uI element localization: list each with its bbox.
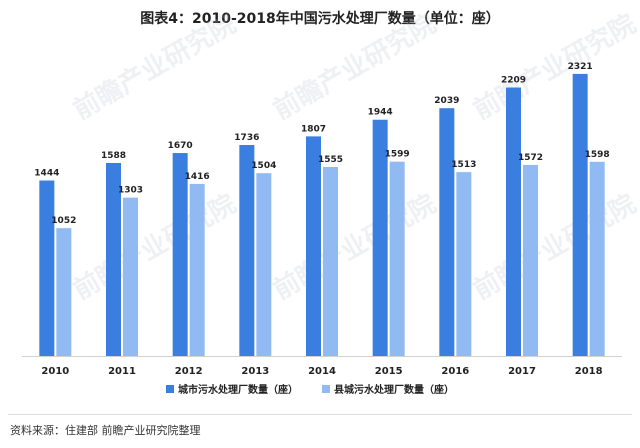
x-tick-label: 2013 [241,366,269,377]
bar-county-2012 [189,183,205,356]
data-label-county-2016: 1513 [451,160,476,170]
x-tick-label: 2012 [175,366,203,377]
data-label-city-2014: 1807 [301,124,326,134]
data-label-county-2013: 1504 [251,161,276,171]
bar-series-group: 1444 1052 2010 1588 1303 2011 1670 1416 2012 1736… [34,62,609,377]
bar-county-2010 [56,228,72,356]
data-label-city-2012: 1670 [168,141,193,151]
data-label-county-2010: 1052 [51,216,76,226]
bar-county-2016 [456,172,472,356]
data-label-city-2018: 2321 [568,62,593,72]
legend-label-county: 县城污水处理厂数量（座） [334,383,454,396]
data-label-city-2013: 1736 [234,133,259,143]
x-tick-label: 2014 [308,366,336,377]
legend-swatch-county [322,385,330,393]
watermark-text: 前瞻产业研究院 [468,188,640,306]
x-tick-label: 2011 [108,366,136,377]
data-label-county-2017: 1572 [518,153,543,163]
data-label-city-2011: 1588 [101,151,126,161]
watermark-text: 前瞻产业研究院 [468,8,640,126]
footer-divider [8,414,632,415]
source-note: 资料来源：住建部 前瞻产业研究院整理 [10,424,201,437]
chart-title: 图表4：2010-2018年中国污水处理厂数量（单位：座） [140,11,500,27]
bar-county-2017 [523,164,538,356]
bar-city-2014 [306,136,321,356]
bar-city-2016 [439,108,455,356]
bar-city-2012 [172,153,188,356]
watermark-text: 前瞻产业研究院 [68,8,241,126]
bar-county-2015 [389,161,405,356]
x-tick-label: 2017 [508,366,536,377]
legend-label-city: 城市污水处理厂数量（座） [178,383,298,396]
data-label-county-2018: 1598 [585,150,610,160]
watermark-text: 前瞻产业研究院 [268,8,441,126]
data-label-city-2016: 2039 [434,96,459,106]
data-label-county-2014: 1555 [318,155,343,165]
bar-county-2018 [589,161,605,356]
bar-county-2014 [323,167,338,356]
bar-city-2013 [239,145,255,356]
bar-county-2013 [256,173,272,356]
bar-city-2015 [372,119,388,356]
data-label-county-2011: 1303 [118,186,143,196]
bar-city-2011 [106,162,121,356]
bar-county-2011 [123,197,138,356]
x-tick-label: 2018 [575,366,603,377]
x-tick-label: 2016 [441,366,469,377]
x-tick-label: 2010 [41,366,69,377]
bar-city-2017 [506,87,521,356]
data-label-city-2017: 2209 [501,76,526,86]
data-label-county-2012: 1416 [185,172,210,182]
data-label-county-2015: 1599 [385,150,410,160]
bar-city-2018 [572,73,588,356]
x-tick-label: 2015 [375,366,403,377]
watermark-text: 前瞻产业研究院 [68,188,241,306]
watermark-text: 前瞻产业研究院 [268,188,441,306]
legend: 城市污水处理厂数量（座） 县城污水处理厂数量（座） [166,383,454,396]
bar-city-2010 [39,180,55,356]
legend-swatch-city [166,385,174,393]
data-label-city-2015: 1944 [368,108,393,118]
data-label-city-2010: 1444 [34,168,59,178]
